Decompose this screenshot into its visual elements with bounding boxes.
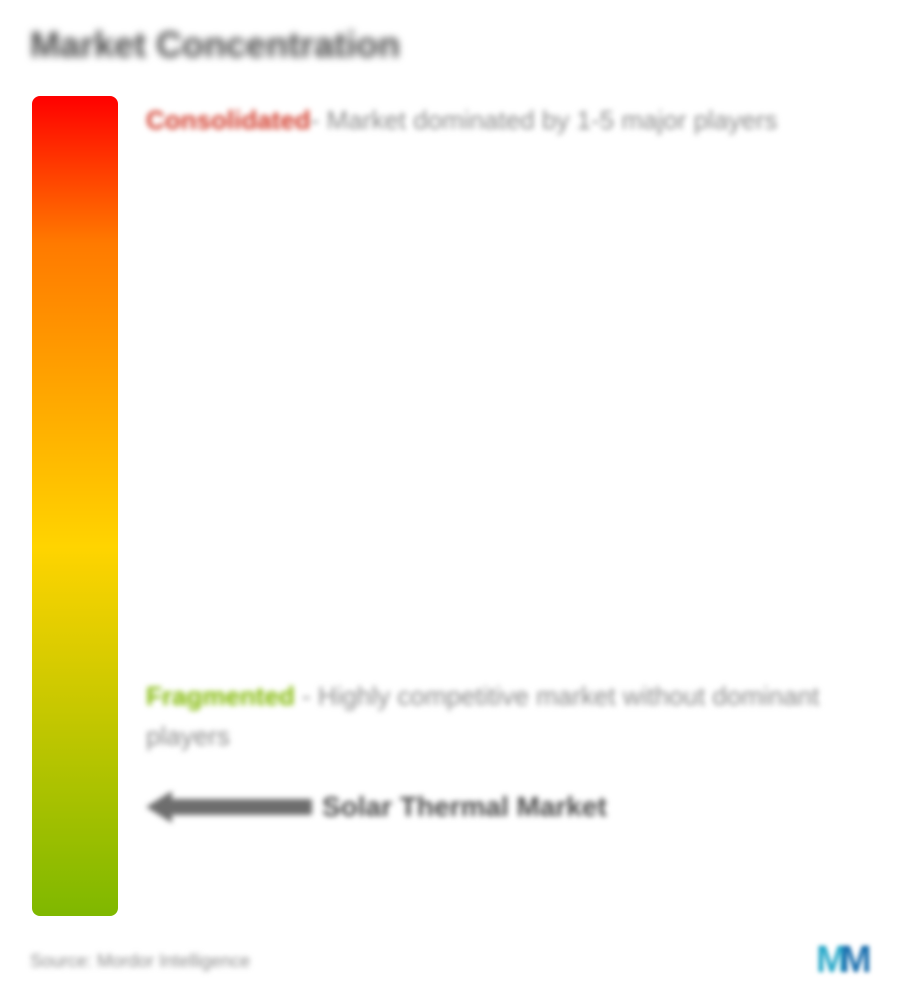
arrow-stem — [172, 799, 312, 815]
fragmented-label-block: Fragmented - Highly competitive market w… — [146, 676, 866, 823]
market-pointer-row: Solar Thermal Market — [146, 791, 866, 823]
concentration-diagram: Consolidated- Market dominated by 1-5 ma… — [30, 96, 886, 916]
market-arrow — [146, 791, 312, 823]
footer: Source: Mordor Intelligence M M — [30, 943, 886, 979]
source-text: Source: Mordor Intelligence — [30, 951, 250, 972]
fragmented-description: Fragmented - Highly competitive market w… — [146, 676, 866, 757]
fragmented-key: Fragmented — [146, 681, 295, 711]
consolidated-rest: - Market dominated by 1-5 major players — [311, 105, 778, 135]
concentration-gradient-bar — [32, 96, 118, 916]
consolidated-label-block: Consolidated- Market dominated by 1-5 ma… — [146, 100, 866, 140]
gradient-column — [30, 96, 120, 916]
logo-m2-icon: M — [840, 941, 869, 979]
arrow-head-icon — [146, 791, 172, 823]
page-title: Market Concentration — [30, 24, 886, 66]
consolidated-description: Consolidated- Market dominated by 1-5 ma… — [146, 100, 866, 140]
labels-column: Consolidated- Market dominated by 1-5 ma… — [120, 96, 886, 916]
market-name-label: Solar Thermal Market — [322, 791, 607, 823]
brand-logo: M M — [816, 943, 886, 979]
consolidated-key: Consolidated — [146, 105, 311, 135]
